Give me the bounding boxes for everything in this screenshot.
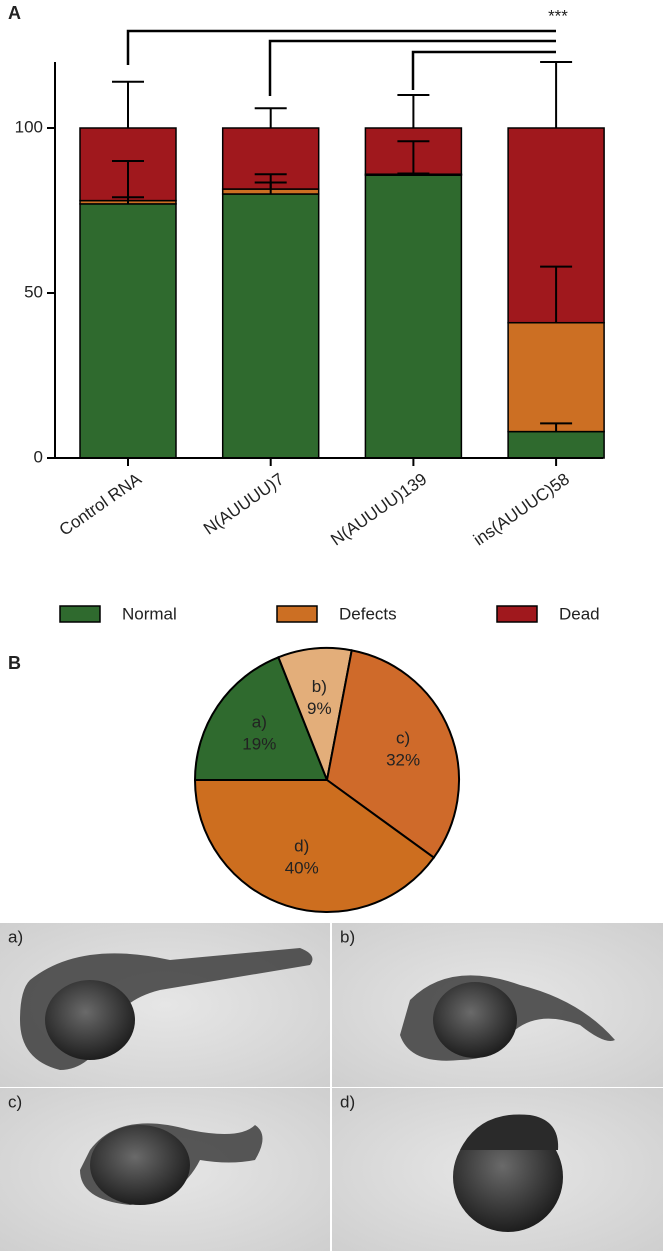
legend-swatch: [496, 605, 538, 623]
slice-value: 19%: [242, 734, 276, 753]
error-bar: [397, 94, 430, 128]
slice-label: a): [252, 712, 267, 731]
error-bar: [254, 107, 287, 128]
y-tick-label: 50: [24, 282, 43, 301]
error-bar: [397, 140, 430, 175]
bar-segment: [79, 203, 177, 459]
slice-value: 32%: [386, 750, 420, 769]
bar-segment: [364, 174, 463, 459]
y-tick-label: 100: [15, 117, 43, 136]
error-bar: [540, 61, 573, 128]
x-tick-label: Control RNA: [56, 469, 146, 540]
error-bar: [112, 160, 144, 201]
panel-label: A: [8, 3, 21, 23]
slice-label: c): [396, 728, 410, 747]
slice-value: 9%: [307, 699, 332, 718]
x-tick-label: N(AUUUU)7: [200, 469, 287, 538]
x-tick-label: N(AUUUU)139: [327, 469, 430, 549]
legend-swatch: [59, 605, 101, 623]
significance-brackets: [126, 29, 556, 96]
bar-segment: [507, 430, 605, 459]
x-tick-label: ins(AUUUC)58: [470, 469, 573, 549]
panel-label: B: [8, 653, 21, 673]
legend-label: Defects: [339, 604, 397, 623]
slice-label: d): [294, 836, 309, 855]
image-label: a): [8, 927, 23, 946]
bar-segment: [507, 321, 605, 433]
legend-label: Dead: [559, 604, 600, 623]
bar-segment: [221, 193, 320, 459]
image-label: b): [340, 927, 355, 946]
error-bar: [540, 265, 573, 323]
significance-label: ***: [548, 6, 568, 25]
error-bar: [254, 173, 287, 190]
error-bar: [540, 422, 573, 432]
pie-slice: [193, 655, 329, 781]
image-label: d): [340, 1092, 355, 1111]
legend-label: Normal: [122, 604, 177, 623]
y-tick-label: 0: [34, 447, 43, 466]
slice-label: b): [312, 677, 327, 696]
slice-value: 40%: [285, 858, 319, 877]
pie-slice: [193, 779, 436, 913]
legend-swatch: [276, 605, 318, 623]
error-bar: [112, 80, 144, 128]
embryo-images: [0, 923, 663, 1251]
pie-slice: [325, 649, 460, 859]
image-label: c): [8, 1092, 22, 1111]
